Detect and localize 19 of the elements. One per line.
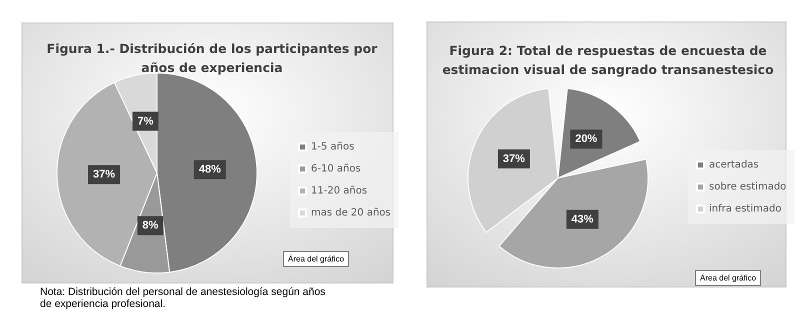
- data-label: 20%: [575, 133, 598, 146]
- data-label: 48%: [198, 164, 222, 176]
- chart-title: Figura 1.- Distribución de los participantes por años de experiencia: [46, 41, 378, 75]
- data-label: 43%: [571, 213, 594, 226]
- data-label: 8%: [142, 220, 159, 232]
- legend-label: mas de 20 años: [311, 208, 391, 218]
- legend-label: sobre estimado: [709, 182, 786, 192]
- text: Área del gráfico: [700, 274, 757, 282]
- legend-label: 1-5 años: [311, 142, 354, 152]
- text: Área del gráfico: [288, 254, 345, 264]
- data-label: 37%: [502, 152, 526, 165]
- legend-label: 6-10 años: [311, 164, 361, 174]
- legend-label: 11-20 años: [311, 186, 368, 196]
- data-label: 7%: [137, 115, 154, 128]
- data-label: 37%: [93, 168, 116, 181]
- text: Nota: Distribución del personal de anestesiología según años de experiencia profesional.: [40, 286, 326, 310]
- legend-label: infra estimado: [709, 204, 782, 214]
- legend-label: acertadas: [709, 160, 759, 170]
- chart-title: Figura 2: Total de respuestas de encuesta de estimacion visual de sangrado transanestesico: [442, 43, 774, 77]
